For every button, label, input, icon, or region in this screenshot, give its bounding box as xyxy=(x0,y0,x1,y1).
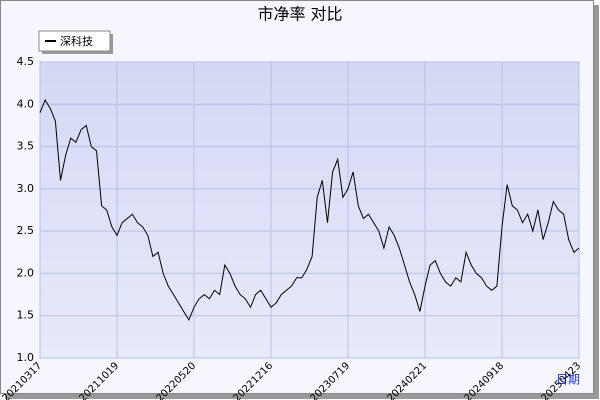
y-tick-label: 4.0 xyxy=(17,97,35,110)
x-axis-label: 日期 xyxy=(556,373,580,387)
y-tick-label: 2.5 xyxy=(17,224,35,237)
plot-area xyxy=(39,61,580,359)
line xyxy=(39,98,580,322)
y-tick-label: 3.5 xyxy=(17,140,35,153)
shadow xyxy=(5,394,599,399)
y-tick-label: 4.5 xyxy=(17,55,35,68)
y-tick-label: 3.0 xyxy=(17,182,35,195)
legend-box xyxy=(38,30,111,52)
y-tick-label: 1.0 xyxy=(17,351,35,364)
y-tick-label: 2.0 xyxy=(17,266,35,279)
y-tick-label: 1.5 xyxy=(17,309,35,322)
shadow xyxy=(594,5,599,399)
legend-label: 深科技 xyxy=(60,34,93,48)
chart-title: 市净率 对比 xyxy=(257,5,342,24)
